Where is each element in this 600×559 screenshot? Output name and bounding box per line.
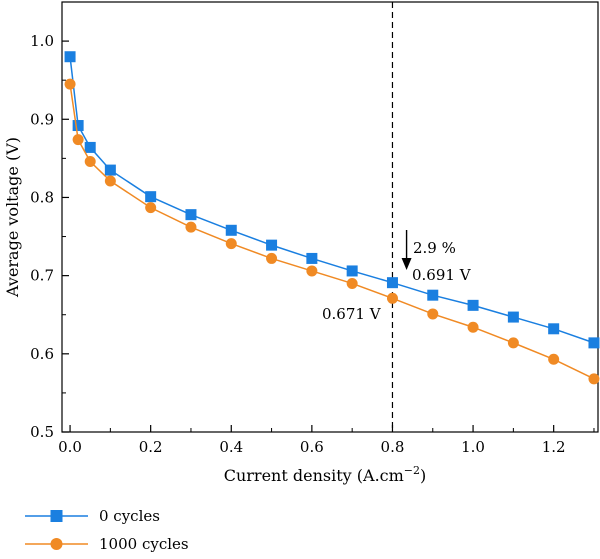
x-axis-title: Current density (A.cm−2) <box>224 464 427 485</box>
y-tick-label: 0.6 <box>30 345 54 363</box>
x-tick-label: 0.6 <box>300 438 324 456</box>
data-point <box>588 337 600 349</box>
data-point <box>346 265 358 277</box>
data-point <box>467 299 479 311</box>
x-tick-label: 1.0 <box>461 438 485 456</box>
data-point <box>64 51 76 63</box>
legend-label: 0 cycles <box>99 507 160 525</box>
legend-marker <box>50 510 63 522</box>
x-tick-label: 0.4 <box>219 438 243 456</box>
data-point <box>507 337 519 349</box>
annotation-percent: 2.9 % <box>413 239 456 257</box>
x-axis-title-superscript: −2 <box>404 464 420 477</box>
y-tick-label: 1.0 <box>30 32 54 50</box>
data-point <box>104 175 116 187</box>
data-point <box>306 265 318 277</box>
series-line <box>69 83 595 380</box>
data-point <box>84 155 96 167</box>
data-point <box>588 373 600 385</box>
data-point <box>266 252 278 264</box>
data-point <box>84 141 96 153</box>
y-tick-label: 0.5 <box>30 423 54 441</box>
arrow-head <box>401 258 412 270</box>
data-point <box>306 252 318 264</box>
data-point <box>266 239 278 251</box>
y-tick-label: 0.8 <box>30 188 54 206</box>
y-axis-title: Average voltage (V) <box>3 137 22 298</box>
x-tick-label: 0.8 <box>381 438 405 456</box>
legend-item: 1000 cycles <box>25 535 189 553</box>
y-tick-label: 0.7 <box>30 267 54 285</box>
x-tick-label: 0.2 <box>139 438 163 456</box>
data-point <box>72 120 84 132</box>
data-point <box>548 323 560 335</box>
series-line <box>69 56 595 344</box>
legend-item: 0 cycles <box>25 507 160 525</box>
data-point <box>386 292 398 304</box>
annotation-1000-cycles-voltage: 0.671 V <box>322 305 382 323</box>
data-point <box>185 209 197 221</box>
x-tick-label: 1.2 <box>542 438 566 456</box>
data-point <box>225 224 237 236</box>
x-axis-title-main: Current density (A.cm <box>224 466 404 485</box>
data-point <box>145 191 157 203</box>
legend-label: 1000 cycles <box>99 535 189 553</box>
data-point <box>64 78 76 90</box>
data-point <box>225 238 237 250</box>
data-point <box>346 277 358 289</box>
annotation-layer: 2.9 % 0.691 V 0.671 V <box>322 230 472 323</box>
plot-frame <box>61 1 599 433</box>
data-point <box>427 308 439 320</box>
series-0-cycles <box>64 51 600 349</box>
data-point <box>548 353 560 365</box>
x-tick-label: 0.0 <box>58 438 82 456</box>
y-tick-label: 0.9 <box>30 110 54 128</box>
x-axis-title-close: ) <box>420 466 426 485</box>
series-layer <box>64 51 600 385</box>
data-point <box>104 164 116 176</box>
data-point <box>427 289 439 301</box>
data-point <box>467 321 479 333</box>
data-point <box>145 202 157 214</box>
data-point <box>386 277 398 289</box>
legend: 0 cycles 1000 cycles <box>25 507 189 553</box>
data-point <box>185 221 197 233</box>
data-point <box>507 311 519 323</box>
series-1000-cycles <box>64 78 600 385</box>
legend-marker <box>50 538 63 550</box>
axes: 0.0 0.2 0.4 0.6 0.8 1.0 1.2 0.5 0.6 0.7 0.8 0.9 1.0 C… <box>3 1 599 485</box>
annotation-0-cycles-voltage: 0.691 V <box>412 266 472 284</box>
data-point <box>72 134 84 146</box>
